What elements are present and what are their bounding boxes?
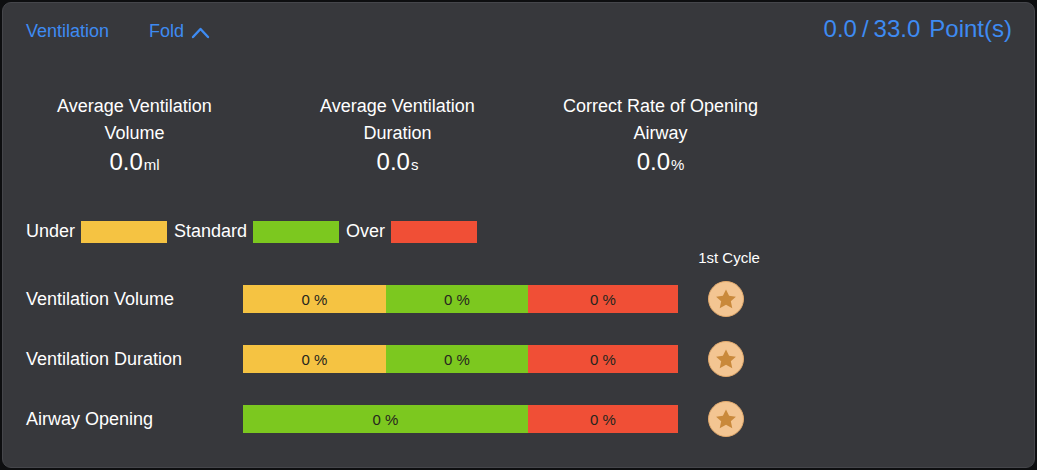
- stat-label: Average Ventilation Duration: [266, 93, 529, 147]
- legend-swatch-over: [391, 221, 477, 243]
- stat-unit: %: [671, 156, 684, 173]
- fold-label: Fold: [149, 21, 184, 42]
- stat-label: Average Ventilation Volume: [3, 93, 266, 147]
- stat-value: 0.0ml: [3, 148, 266, 176]
- star-icon: [715, 348, 737, 370]
- stacked-bar: 0 %0 %0 %: [243, 285, 678, 313]
- score-separator: /: [862, 15, 869, 42]
- stat-value: 0.0%: [529, 148, 792, 176]
- bar-segment-standard: 0 %: [243, 405, 528, 433]
- stat-correct-rate-opening-airway: Correct Rate of Opening Airway 0.0%: [529, 93, 792, 176]
- row-label: Ventilation Duration: [26, 345, 182, 373]
- chart-row-ventilation-volume: Ventilation Volume 0 %0 %0 %: [3, 285, 1034, 313]
- legend-label-under: Under: [26, 221, 75, 242]
- cycle-star-badge: [708, 341, 744, 377]
- stat-unit: ml: [144, 156, 160, 173]
- cycle-column-header: 1st Cycle: [664, 249, 794, 266]
- score-current: 0.0: [824, 15, 857, 42]
- legend-label-standard: Standard: [174, 221, 247, 242]
- bar-segment-over: 0 %: [528, 405, 678, 433]
- summary-stats: Average Ventilation Volume 0.0ml Average…: [3, 93, 792, 176]
- stat-value: 0.0s: [266, 148, 529, 176]
- stat-average-ventilation-duration: Average Ventilation Duration 0.0s: [266, 93, 529, 176]
- legend: Under Standard Over: [26, 220, 484, 243]
- chevron-up-icon: [191, 26, 210, 39]
- bar-segment-over: 0 %: [528, 285, 678, 313]
- star-icon: [715, 288, 737, 310]
- bar-segment-standard: 0 %: [386, 345, 528, 373]
- legend-swatch-under: [81, 221, 167, 243]
- panel-title: Ventilation: [26, 21, 109, 42]
- chart-row-ventilation-duration: Ventilation Duration 0 %0 %0 %: [3, 345, 1034, 373]
- score-total: 33.0: [874, 15, 921, 42]
- row-label: Ventilation Volume: [26, 285, 174, 313]
- cycle-star-badge: [708, 401, 744, 437]
- ventilation-panel: Ventilation Fold 0.0/33.0 Point(s) Averag…: [2, 2, 1035, 468]
- score-unit: Point(s): [929, 15, 1012, 42]
- stat-unit: s: [411, 156, 419, 173]
- cycle-star-badge: [708, 281, 744, 317]
- stat-average-ventilation-volume: Average Ventilation Volume 0.0ml: [3, 93, 266, 176]
- star-icon: [715, 408, 737, 430]
- stacked-bar: 0 %0 %: [243, 405, 678, 433]
- bar-segment-under: 0 %: [243, 285, 386, 313]
- stat-label: Correct Rate of Opening Airway: [529, 93, 792, 147]
- bar-segment-over: 0 %: [528, 345, 678, 373]
- bar-segment-under: 0 %: [243, 345, 386, 373]
- legend-label-over: Over: [346, 221, 385, 242]
- bar-segment-standard: 0 %: [386, 285, 528, 313]
- chart-row-airway-opening: Airway Opening 0 %0 %: [3, 405, 1034, 433]
- legend-swatch-standard: [253, 221, 339, 243]
- score-display: 0.0/33.0 Point(s): [824, 15, 1012, 43]
- row-label: Airway Opening: [26, 405, 153, 433]
- fold-toggle[interactable]: Fold: [149, 21, 210, 42]
- stacked-bar: 0 %0 %0 %: [243, 345, 678, 373]
